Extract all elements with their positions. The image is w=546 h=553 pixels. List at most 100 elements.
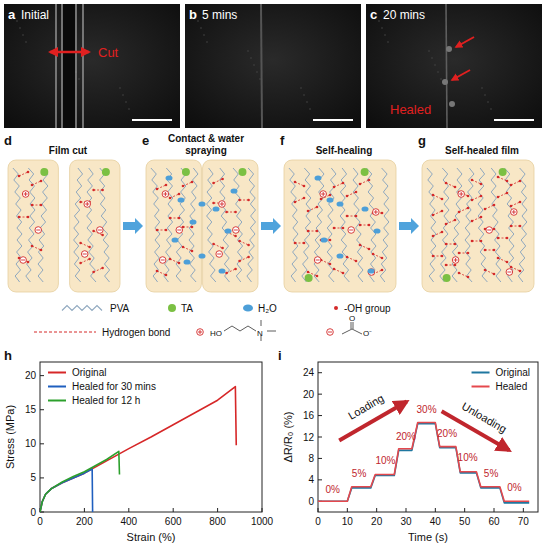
scale-bar (132, 119, 172, 121)
oh-group (307, 210, 310, 213)
hydrogen-bond (19, 217, 28, 218)
x-axis-title: Strain (%) (127, 531, 176, 543)
pva-chain (164, 168, 173, 282)
grain (247, 50, 249, 52)
hydrogen-bond (32, 246, 41, 250)
annotation: 20% (437, 428, 457, 439)
water (190, 219, 197, 224)
water (374, 228, 381, 233)
oh-group (342, 227, 345, 230)
water (231, 188, 238, 193)
y-tick (318, 394, 322, 395)
ion-sign (83, 254, 87, 255)
panel-letter: a (8, 7, 16, 22)
oh-group (346, 195, 349, 198)
bond (261, 320, 262, 326)
x-tick (523, 508, 524, 512)
pva-chain (491, 168, 501, 282)
y-tick-label: 16 (303, 410, 315, 421)
legend: OriginalHealed (472, 367, 530, 392)
pva-chain (247, 168, 256, 282)
chart-i: 01020304050607004812162024Time (s)ΔR/R₀ … (278, 348, 538, 543)
oh-group (484, 208, 487, 211)
oh-group (333, 268, 336, 271)
x-tick-label: 40 (430, 516, 442, 527)
y-tick-label: 0 (308, 496, 314, 507)
grain (125, 101, 127, 103)
pva-chain (465, 168, 474, 282)
oh-group (458, 272, 461, 275)
oh-group (234, 235, 237, 238)
annotation-group: Unloading (442, 392, 521, 450)
x-tick (406, 508, 407, 512)
oh-group (372, 253, 375, 256)
y-axis-title: ΔR/R₀ (%) (282, 411, 294, 462)
hydrogen-bond (214, 244, 223, 248)
oh-group (92, 271, 95, 274)
anion (314, 257, 321, 264)
oh-group (355, 260, 358, 263)
hydrogen-bond (334, 228, 343, 229)
oh-group (480, 216, 483, 219)
grain (378, 20, 380, 22)
residue (446, 46, 452, 52)
x-tick-label: 600 (165, 516, 182, 527)
bond (224, 326, 256, 331)
oh-group (445, 243, 448, 246)
hydrogen-bond (170, 194, 179, 198)
x-tick (318, 508, 319, 512)
hydrogen-bond (459, 273, 468, 277)
y-tick-label: 15 (25, 404, 37, 415)
water (178, 197, 185, 202)
oh-group (480, 240, 483, 243)
grain (481, 87, 483, 89)
oh-group (368, 179, 371, 182)
x-tick (262, 508, 263, 512)
oh-group (156, 229, 159, 232)
anion (159, 257, 166, 264)
oh-group (165, 274, 168, 277)
oh-group (359, 224, 362, 227)
water (362, 206, 369, 211)
oh-group (493, 273, 496, 276)
ion-sign (328, 332, 332, 333)
oh-group (303, 197, 306, 200)
hydrogen-bond (446, 183, 455, 187)
ion-sign (217, 254, 221, 255)
photo-a: CutaInitial (4, 4, 180, 128)
photo-c: Healedc20 mins (366, 4, 542, 128)
ion-sign (21, 260, 25, 261)
grain (306, 101, 308, 103)
water (337, 253, 344, 258)
anion (368, 269, 375, 276)
oh-group (79, 242, 82, 245)
oh-group (432, 235, 435, 238)
hydrogen-bond (446, 244, 455, 245)
water (321, 237, 328, 242)
series-line (40, 451, 119, 512)
hydrogen-bond (446, 220, 455, 224)
hydrogen-bond (157, 271, 166, 275)
y-tick-label: 5 (30, 472, 36, 483)
ion-sign (487, 230, 491, 231)
oh-group (445, 182, 448, 185)
grain (437, 71, 439, 73)
y-tick-label: 12 (303, 432, 315, 443)
hydrogen-bond (32, 181, 41, 185)
oh-group (212, 202, 215, 205)
grain (259, 78, 261, 80)
panel-letter: e (142, 133, 149, 148)
oh-group (165, 184, 168, 187)
grain (200, 27, 202, 29)
y-tick (318, 458, 322, 459)
oh-group (441, 198, 444, 201)
oh-group (31, 184, 34, 187)
water (368, 268, 375, 273)
film (146, 160, 201, 292)
y-tick-label: 20 (25, 370, 37, 381)
oh-group (40, 180, 43, 183)
cation (22, 191, 29, 198)
y-tick-label: 24 (303, 367, 315, 378)
x-tick (217, 508, 218, 512)
grain (16, 20, 18, 22)
